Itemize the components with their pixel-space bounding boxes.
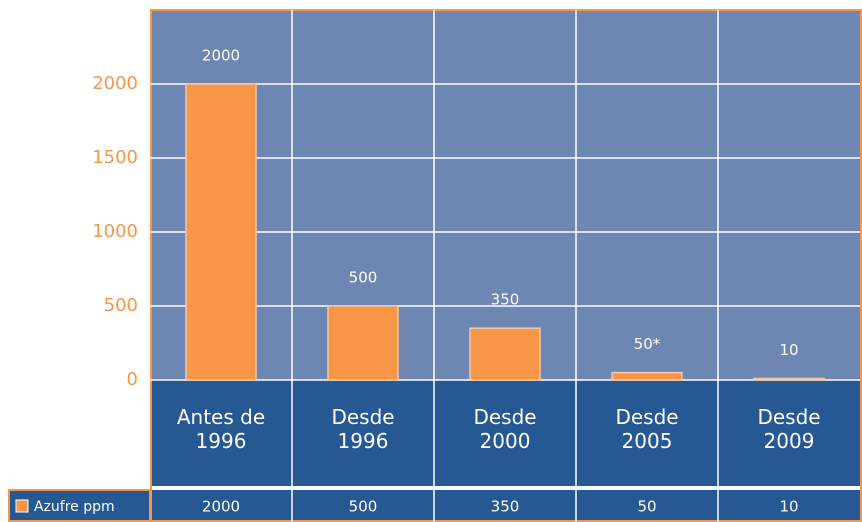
bar	[611, 371, 683, 381]
bar	[185, 83, 257, 381]
table-value: 500	[349, 498, 378, 516]
bar	[753, 377, 825, 381]
table-value: 350	[491, 498, 520, 516]
y-tick-label: 1000	[92, 221, 138, 242]
legend-label: Azufre ppm	[34, 499, 115, 515]
category-band	[150, 380, 860, 486]
legend-swatch	[15, 499, 29, 513]
category-label: Desde 1996	[331, 405, 395, 453]
table-row	[150, 490, 860, 522]
value-label: 500	[349, 269, 378, 287]
value-label: 50*	[634, 335, 661, 353]
bar	[327, 305, 399, 381]
value-label: 350	[491, 291, 520, 309]
table-value: 10	[779, 498, 798, 516]
value-label: 2000	[202, 47, 240, 65]
frame	[150, 9, 862, 522]
category-label: Desde 2009	[757, 405, 821, 453]
table-value: 50	[637, 498, 656, 516]
y-tick-label: 0	[127, 369, 138, 390]
plot-area	[150, 10, 860, 380]
category-label: Antes de 1996	[176, 405, 266, 453]
category-label: Desde 2005	[615, 405, 679, 453]
category-label: Desde 2000	[473, 405, 537, 453]
y-tick-label: 1500	[92, 147, 138, 168]
value-label: 10	[779, 341, 798, 359]
bar	[469, 327, 541, 381]
y-tick-label: 2000	[92, 73, 138, 94]
y-tick-label: 500	[104, 295, 138, 316]
table-value: 2000	[202, 498, 240, 516]
